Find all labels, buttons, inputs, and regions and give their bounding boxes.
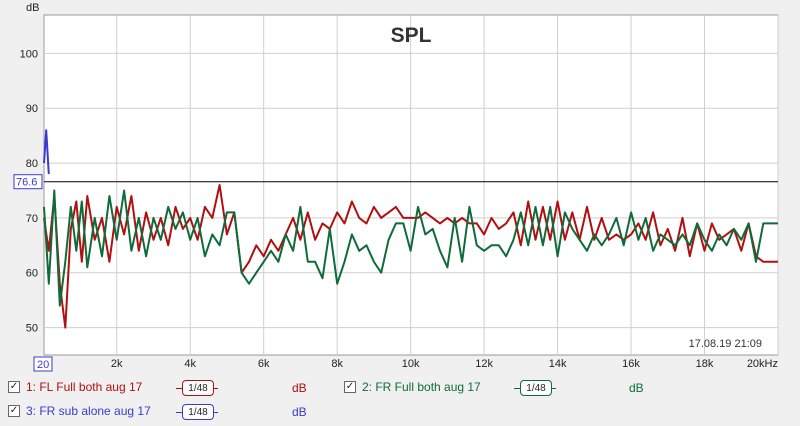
y-axis-label: dB [26,2,39,14]
x-tick-label: 4k [184,358,196,370]
legend-item-2[interactable]: ✓ 2: FR Full both aug 17 [344,377,481,397]
y-ticks: 50 60 70 80 90 100 [20,48,38,334]
legend-label-1: 1: FL Full both aug 17 [26,380,143,394]
series-layer [43,129,778,329]
y-tick-label: 90 [26,103,38,115]
x-tick-label: 2k [111,358,123,370]
timestamp: 17.08.19 21:09 [689,338,762,350]
x-tick-label: 18k [696,358,714,370]
smoothing-box-2[interactable]: 1/48 [520,380,552,396]
legend-unit-3: dB [292,405,307,419]
x-tick-label: 8k [331,358,343,370]
y-tick-label: 80 [26,158,38,170]
chart-title: SPL [391,24,432,47]
legend-checkbox-3[interactable]: ✓ [8,405,20,417]
x-tick-label: 14k [549,358,567,370]
y-tick-label: 60 [26,268,38,280]
series-line-1 [43,184,778,329]
series-line-2 [43,189,778,307]
x-tick-label: 12k [475,358,493,370]
cursor-label: 76.6 [16,177,37,189]
y-tick-label: 70 [26,213,38,225]
x-tick-label: 20kHz [747,358,778,370]
x-start-label: 20 [37,359,49,371]
legend-label-2: 2: FR Full both aug 17 [362,380,481,394]
series-line-3 [43,129,50,175]
legend-unit-1: dB [292,381,307,395]
smoothing-box-1[interactable]: 1/48 [182,380,214,396]
legend-checkbox-2[interactable]: ✓ [344,381,356,393]
cursor-label-box[interactable] [13,174,43,190]
x-ticks: 2k 4k 6k 8k 10k 12k 14k 16k 18k 20kHz [111,358,778,370]
smoothing-box-3[interactable]: 1/48 [182,404,214,420]
x-tick-label: 16k [622,358,640,370]
x-tick-label: 6k [258,358,270,370]
spl-chart: 76.6 50 60 70 80 90 100 2k 4k 6k 8k 10k 12k 14k 16k 1… [13,2,779,372]
legend-item-3[interactable]: ✓ 3: FR sub alone aug 17 [8,401,151,421]
legend-label-3: 3: FR sub alone aug 17 [26,404,151,418]
legend-item-1[interactable]: ✓ 1: FL Full both aug 17 [8,377,142,397]
x-start-box[interactable] [33,356,53,372]
legend: ✓ 1: FL Full both aug 17 1/48 dB ✓ 2: FR… [0,374,800,426]
grid [44,15,779,355]
x-tick-label: 10k [402,358,420,370]
y-tick-label: 50 [26,323,38,335]
y-tick-label: 100 [20,48,38,60]
legend-unit-2: dB [629,381,644,395]
legend-checkbox-1[interactable]: ✓ [8,381,20,393]
